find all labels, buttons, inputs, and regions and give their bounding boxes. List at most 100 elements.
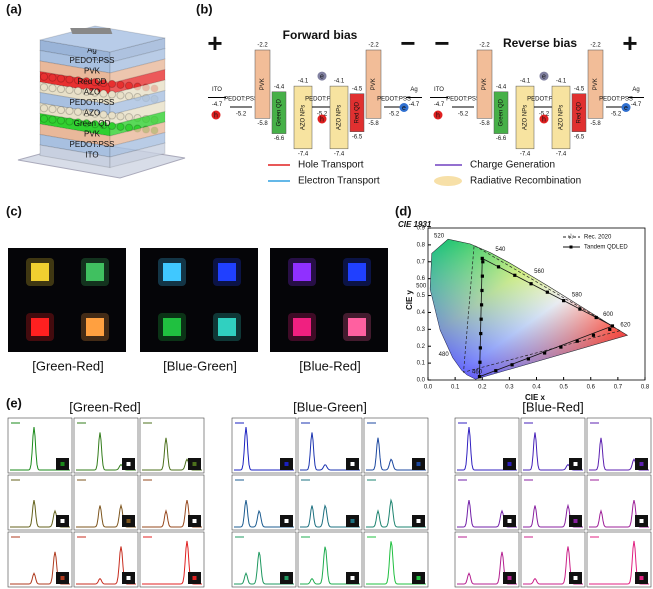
carrier-symbol: e	[542, 73, 546, 80]
inset-pixel	[417, 519, 421, 523]
wavelength-label: 540	[495, 247, 506, 253]
energy-value: -4.1	[556, 79, 567, 85]
layer-label: AZO	[84, 108, 100, 117]
wavelength-label: 460	[472, 370, 483, 376]
layer-name: AZO NPs	[337, 105, 343, 130]
pixel	[218, 318, 236, 336]
energy-value: -6.5	[574, 134, 585, 140]
marker	[497, 265, 500, 268]
particle	[100, 90, 107, 97]
carrier-symbol: h	[436, 112, 440, 119]
carrier-symbol: e	[402, 105, 406, 112]
energy-value: -4.4	[274, 84, 285, 90]
inset-pixel	[417, 576, 421, 580]
x-tick-label: 0.8	[641, 385, 650, 391]
layer-name: PEDOT:PSS	[377, 97, 411, 103]
marker	[479, 332, 482, 335]
wavelength-label: 560	[534, 269, 545, 275]
group-title: [Green-Red]	[69, 399, 141, 414]
particle	[100, 111, 107, 118]
inset-pixel	[508, 462, 512, 466]
layer-name: PEDOT:PSS	[446, 97, 480, 103]
energy-value: -6.5	[352, 134, 363, 140]
energy-value: -4.1	[298, 79, 309, 85]
inset-pixel	[127, 576, 131, 580]
inset-pixel	[61, 576, 65, 580]
plus-sign: +	[207, 28, 222, 58]
marker	[576, 340, 579, 343]
energy-value: -4.5	[352, 86, 363, 92]
inset-pixel	[127, 462, 131, 466]
layer-name: AZO NPs	[559, 105, 565, 130]
inset-pixel	[285, 462, 289, 466]
energy-value: -5.8	[368, 121, 379, 127]
carrier-symbol: h	[214, 112, 218, 119]
layer-label: PVK	[84, 66, 101, 75]
layer-name: Ag	[632, 87, 639, 93]
x-tick-label: 0.7	[614, 385, 623, 391]
inset-pixel	[351, 462, 355, 466]
pixel	[86, 263, 104, 281]
inset-pixel	[285, 519, 289, 523]
marker	[578, 307, 581, 310]
inset-pixel	[61, 519, 65, 523]
pixel	[31, 318, 49, 336]
panel-label: (a)	[6, 1, 22, 16]
inset-pixel	[351, 576, 355, 580]
layer-name: AZO NPs	[301, 105, 307, 130]
x-tick-label: 0.6	[587, 385, 596, 391]
caption: [Blue-Green]	[163, 358, 237, 373]
particle	[57, 85, 64, 92]
x-tick-label: 0.5	[559, 385, 568, 391]
inset-pixel	[417, 462, 421, 466]
marker	[478, 361, 481, 364]
layer-name: PVK	[260, 78, 266, 90]
pixel	[293, 263, 311, 281]
layer-label: PVK	[84, 129, 101, 138]
x-tick-label: 0.4	[532, 385, 541, 391]
energy-value: -6.6	[496, 136, 507, 142]
particle	[40, 115, 47, 122]
layer-label: AZO	[84, 87, 100, 96]
particle	[57, 117, 64, 124]
inset-pixel	[508, 576, 512, 580]
marker	[529, 282, 532, 285]
pixel	[86, 318, 104, 336]
layer-name: Ag	[410, 87, 417, 93]
legend-text: Radiative Recombination	[470, 176, 581, 187]
x-tick-label: 0.1	[451, 385, 460, 391]
inset-pixel	[574, 519, 578, 523]
y-tick-label: 0.0	[417, 378, 426, 384]
particle	[74, 108, 81, 115]
layer-name: PVK	[482, 78, 488, 90]
y-tick-label: 0.2	[417, 344, 426, 350]
pixel	[163, 318, 181, 336]
inset-pixel	[193, 519, 197, 523]
energy-value: -4.5	[574, 86, 585, 92]
y-tick-label: 0.9	[417, 226, 426, 232]
pixel	[293, 318, 311, 336]
particle	[57, 75, 64, 82]
energy-value: -2.2	[257, 43, 268, 49]
wavelength-label: 480	[439, 352, 450, 358]
wavelength-label: 520	[434, 234, 445, 240]
particle	[57, 106, 64, 113]
wavelength-label: 580	[572, 292, 583, 298]
pixel	[163, 263, 181, 281]
y-axis-label: CIE y	[405, 289, 414, 310]
figure: (a) (b) (c) (d) (e) + − − + Forward bias…	[0, 0, 653, 589]
panel-label: (d)	[395, 203, 412, 218]
pixel	[348, 263, 366, 281]
particle	[117, 92, 124, 99]
energy-value: -6.6	[274, 136, 285, 142]
layer-label: ITO	[85, 150, 98, 159]
particle	[40, 84, 47, 91]
carrier-symbol: e	[320, 73, 324, 80]
legend-text: Electron Transport	[298, 176, 380, 187]
marker	[608, 328, 611, 331]
panel-label: (c)	[6, 203, 22, 218]
caption: [Green-Red]	[32, 358, 104, 373]
layer-label: PEDOT:PSS	[70, 140, 115, 149]
bias-title: Forward bias	[283, 28, 358, 42]
particle	[66, 76, 73, 83]
